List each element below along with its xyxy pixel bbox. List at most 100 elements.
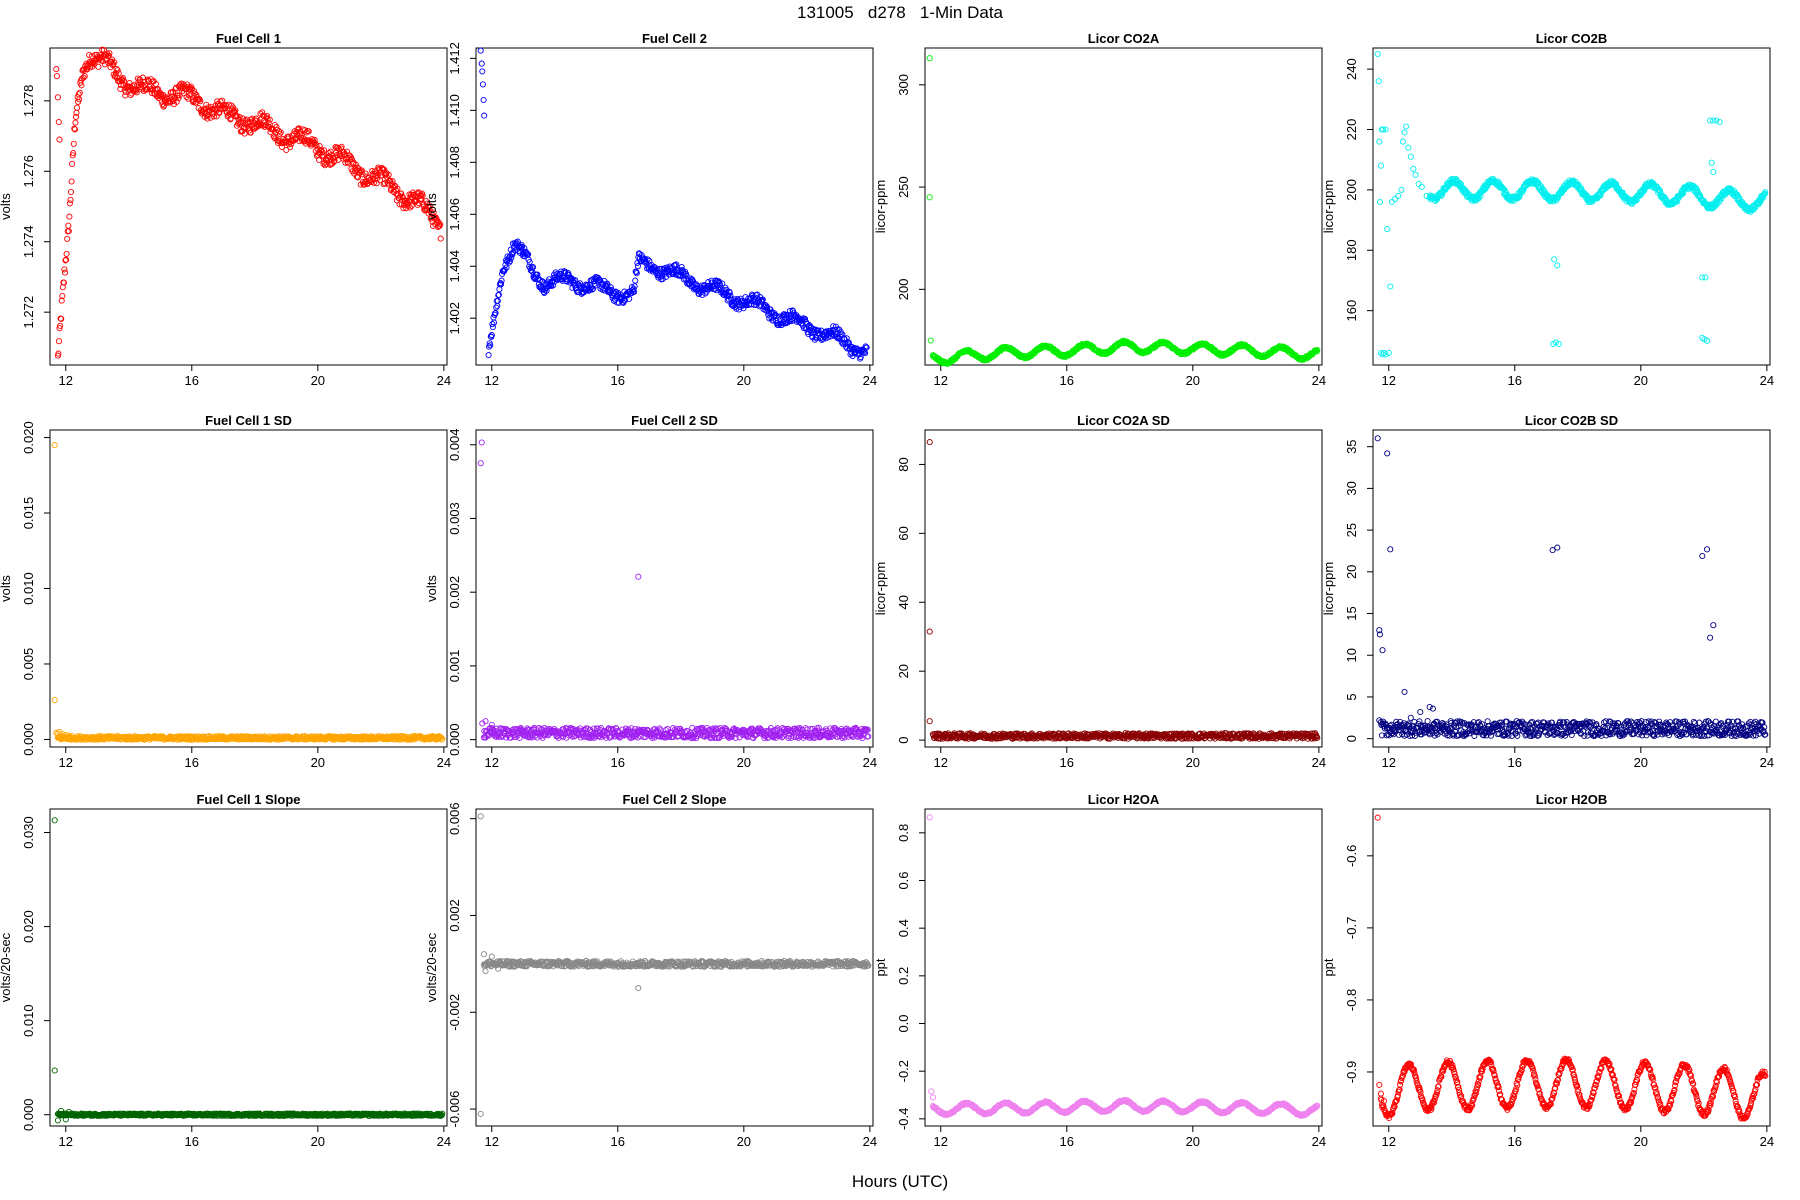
data-point — [227, 115, 234, 122]
data-point — [55, 350, 62, 357]
y-tick-label: 0.005 — [21, 648, 36, 681]
data-point — [76, 96, 83, 103]
outlier-point — [1388, 198, 1395, 206]
plot-frame — [924, 429, 1323, 748]
outlier-point — [1551, 256, 1558, 263]
y-tick-label: 1.408 — [447, 146, 462, 179]
data-point — [266, 116, 273, 123]
outlier-point — [1377, 162, 1384, 169]
data-point — [830, 323, 837, 330]
data-point — [380, 181, 387, 188]
outlier-point — [478, 60, 485, 67]
data-point — [501, 266, 508, 273]
outlier-point — [1374, 50, 1381, 58]
outlier-point — [1702, 274, 1709, 281]
outlier-point — [479, 68, 486, 75]
data-point — [210, 113, 218, 120]
x-tick-label: 12 — [485, 755, 499, 770]
y-tick-label: 180 — [1344, 239, 1359, 261]
data-point — [170, 97, 177, 105]
data-point — [348, 156, 356, 163]
data-point — [695, 291, 703, 298]
data-point — [57, 322, 64, 329]
data-point — [78, 82, 85, 89]
data-point — [503, 264, 510, 271]
figure-title: 131005 d278 1-Min Data — [796, 3, 1004, 22]
panel-title: Licor CO2B — [1536, 31, 1608, 46]
outlier-point — [1710, 168, 1717, 175]
data-point — [733, 305, 740, 312]
outlier-point — [1415, 180, 1422, 187]
panel-title: Fuel Cell 2 — [642, 31, 707, 46]
outlier-point — [1423, 192, 1430, 199]
y-tick-label: 300 — [896, 74, 911, 96]
data-point — [95, 63, 102, 70]
data-point — [70, 150, 77, 157]
outlier-point — [1412, 171, 1419, 178]
data-point — [106, 50, 113, 57]
data-point — [397, 193, 404, 200]
data-point — [276, 130, 283, 137]
data-point — [776, 313, 783, 320]
x-tick-label: 20 — [311, 755, 325, 770]
data-point — [509, 251, 516, 258]
data-point — [780, 319, 787, 326]
data-point — [396, 201, 403, 208]
plot-frame — [49, 47, 448, 366]
data-point — [485, 352, 492, 359]
outlier-point — [481, 112, 488, 119]
x-tick-label: 20 — [737, 755, 751, 770]
data-point — [727, 292, 734, 299]
outlier-point — [1708, 159, 1715, 166]
data-point — [526, 258, 533, 266]
y-tick-label: 200 — [1344, 179, 1359, 201]
data-point — [419, 192, 426, 199]
data-point — [785, 311, 792, 318]
y-axis-label: volts — [0, 193, 13, 220]
data-point — [76, 89, 83, 96]
data-point — [427, 203, 434, 210]
data-point — [287, 144, 294, 151]
data-point — [631, 283, 638, 290]
data-point — [659, 275, 666, 283]
data-point — [358, 167, 365, 174]
data-point — [241, 130, 248, 137]
y-axis-label: licor-ppm — [1321, 180, 1336, 233]
data-point — [61, 269, 69, 276]
y-tick-label: 1.276 — [21, 155, 36, 188]
x-tick-label: 24 — [437, 373, 451, 388]
data-point — [408, 202, 415, 209]
x-tick-label: 24 — [1312, 373, 1326, 388]
x-tick-label: 16 — [1060, 755, 1074, 770]
outlier-point — [1376, 198, 1383, 206]
y-tick-label: 0.003 — [447, 502, 462, 535]
data-point — [67, 188, 75, 196]
data-point — [405, 197, 412, 204]
y-tick-label: 0.010 — [21, 572, 36, 605]
data-point — [507, 257, 514, 265]
y-axis-label: volts — [424, 575, 439, 602]
data-point — [197, 98, 204, 105]
y-axis-label: licor-ppm — [873, 562, 888, 615]
data-point — [276, 128, 283, 135]
panel-title: Licor CO2A — [1088, 31, 1160, 46]
data-point — [549, 282, 557, 289]
data-point — [80, 74, 87, 81]
data-point — [559, 277, 566, 284]
data-point — [528, 267, 535, 274]
data-point — [607, 284, 614, 291]
x-tick-label: 12 — [59, 755, 73, 770]
x-tick-label: 24 — [863, 755, 877, 770]
data-point — [683, 272, 690, 279]
x-tick-label: 16 — [611, 373, 625, 388]
data-point — [320, 147, 328, 154]
data-point — [110, 61, 117, 68]
data-point — [496, 286, 503, 293]
panel-title: Licor CO2A SD — [1077, 413, 1170, 428]
data-point — [489, 321, 496, 328]
data-point — [644, 256, 651, 263]
outlier-point — [56, 136, 63, 143]
